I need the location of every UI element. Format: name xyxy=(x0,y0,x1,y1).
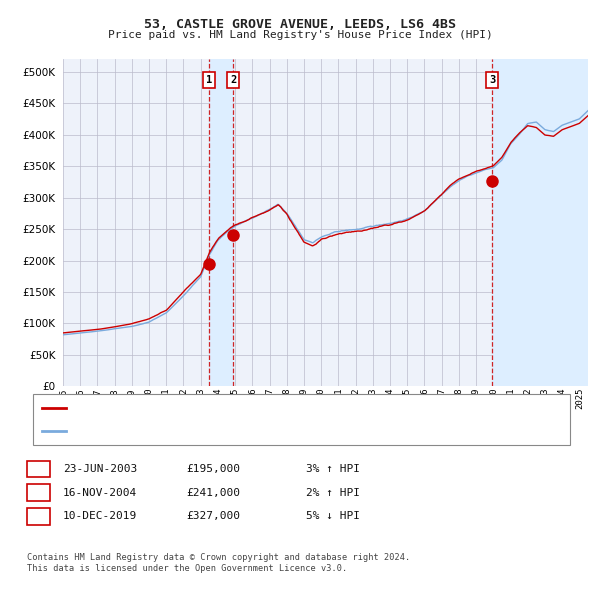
Text: 2% ↑ HPI: 2% ↑ HPI xyxy=(306,488,360,497)
Text: 5% ↓ HPI: 5% ↓ HPI xyxy=(306,512,360,521)
Text: £195,000: £195,000 xyxy=(186,464,240,474)
Text: 3: 3 xyxy=(35,512,41,521)
Text: 3: 3 xyxy=(489,76,496,86)
Text: 53, CASTLE GROVE AVENUE, LEEDS, LS6 4BS (detached house): 53, CASTLE GROVE AVENUE, LEEDS, LS6 4BS … xyxy=(73,403,402,413)
Text: £241,000: £241,000 xyxy=(186,488,240,497)
Text: 16-NOV-2004: 16-NOV-2004 xyxy=(63,488,137,497)
Text: Contains HM Land Registry data © Crown copyright and database right 2024.
This d: Contains HM Land Registry data © Crown c… xyxy=(27,553,410,573)
Text: 1: 1 xyxy=(206,76,212,86)
Text: 53, CASTLE GROVE AVENUE, LEEDS, LS6 4BS: 53, CASTLE GROVE AVENUE, LEEDS, LS6 4BS xyxy=(144,18,456,31)
Bar xyxy=(209,59,233,386)
Text: HPI: Average price, detached house, Leeds: HPI: Average price, detached house, Leed… xyxy=(73,426,314,436)
Text: Price paid vs. HM Land Registry's House Price Index (HPI): Price paid vs. HM Land Registry's House … xyxy=(107,30,493,40)
Text: 3% ↑ HPI: 3% ↑ HPI xyxy=(306,464,360,474)
Text: 2: 2 xyxy=(230,76,236,86)
Text: 10-DEC-2019: 10-DEC-2019 xyxy=(63,512,137,521)
Bar xyxy=(492,59,588,386)
Text: £327,000: £327,000 xyxy=(186,512,240,521)
Text: 1: 1 xyxy=(35,464,41,474)
Text: 2: 2 xyxy=(35,488,41,497)
Text: 23-JUN-2003: 23-JUN-2003 xyxy=(63,464,137,474)
